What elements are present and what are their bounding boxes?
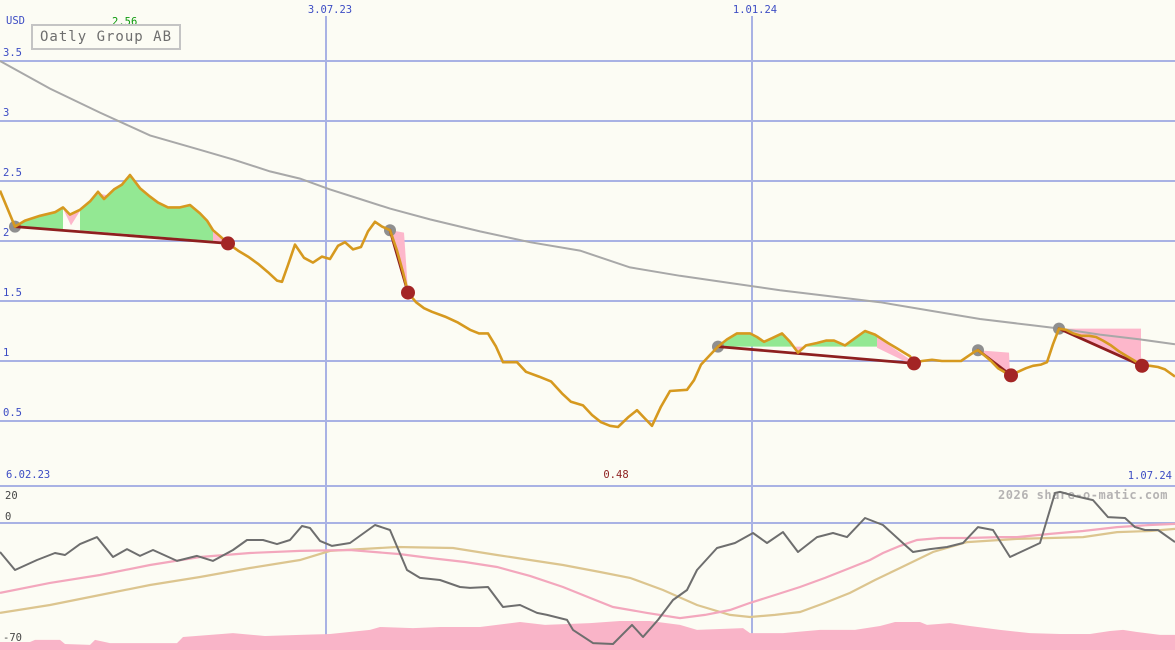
low-value-label: 0.48	[603, 469, 629, 481]
indicator-gridlines	[0, 485, 1175, 524]
indicator-pink-line	[0, 522, 1175, 620]
trend-end-dots	[221, 236, 1149, 383]
y-tick-2: 2	[3, 227, 10, 239]
indicator-histogram	[0, 621, 1175, 650]
price-gridlines	[0, 60, 1175, 422]
fill-areas	[15, 175, 1142, 375]
date-label-jul24: 1.07.24	[1127, 470, 1172, 482]
instrument-title-box: Oatly Group AB	[31, 24, 182, 50]
currency-label: USD	[6, 15, 25, 27]
instrument-title: Oatly Group AB	[40, 29, 173, 45]
high-value-label: 2.56	[112, 16, 138, 28]
date-label-jul23: 3.07.23	[307, 4, 353, 16]
y-tick-3: 3	[3, 107, 10, 119]
y-tick-1_5: 1.5	[3, 287, 22, 299]
indicator-tick-0: 0	[5, 511, 12, 523]
indicator-gray-line	[0, 490, 1175, 645]
y-tick-1: 1	[3, 347, 10, 359]
indicator-tan-line	[0, 527, 1175, 619]
indicator-tick-20: 20	[5, 490, 18, 502]
ma-line	[0, 60, 1175, 346]
y-tick-3_5: 3.5	[3, 47, 22, 59]
date-gridlines	[325, 16, 753, 650]
y-tick-2_5: 2.5	[3, 167, 22, 179]
watermark: 2026 share-o-matic.com	[998, 488, 1168, 502]
indicator-tick-m70: -70	[3, 632, 22, 644]
date-label-jan24: 1.01.24	[732, 4, 778, 16]
date-label-feb23: 6.02.23	[6, 469, 51, 481]
y-tick-0_5: 0.5	[3, 407, 22, 419]
